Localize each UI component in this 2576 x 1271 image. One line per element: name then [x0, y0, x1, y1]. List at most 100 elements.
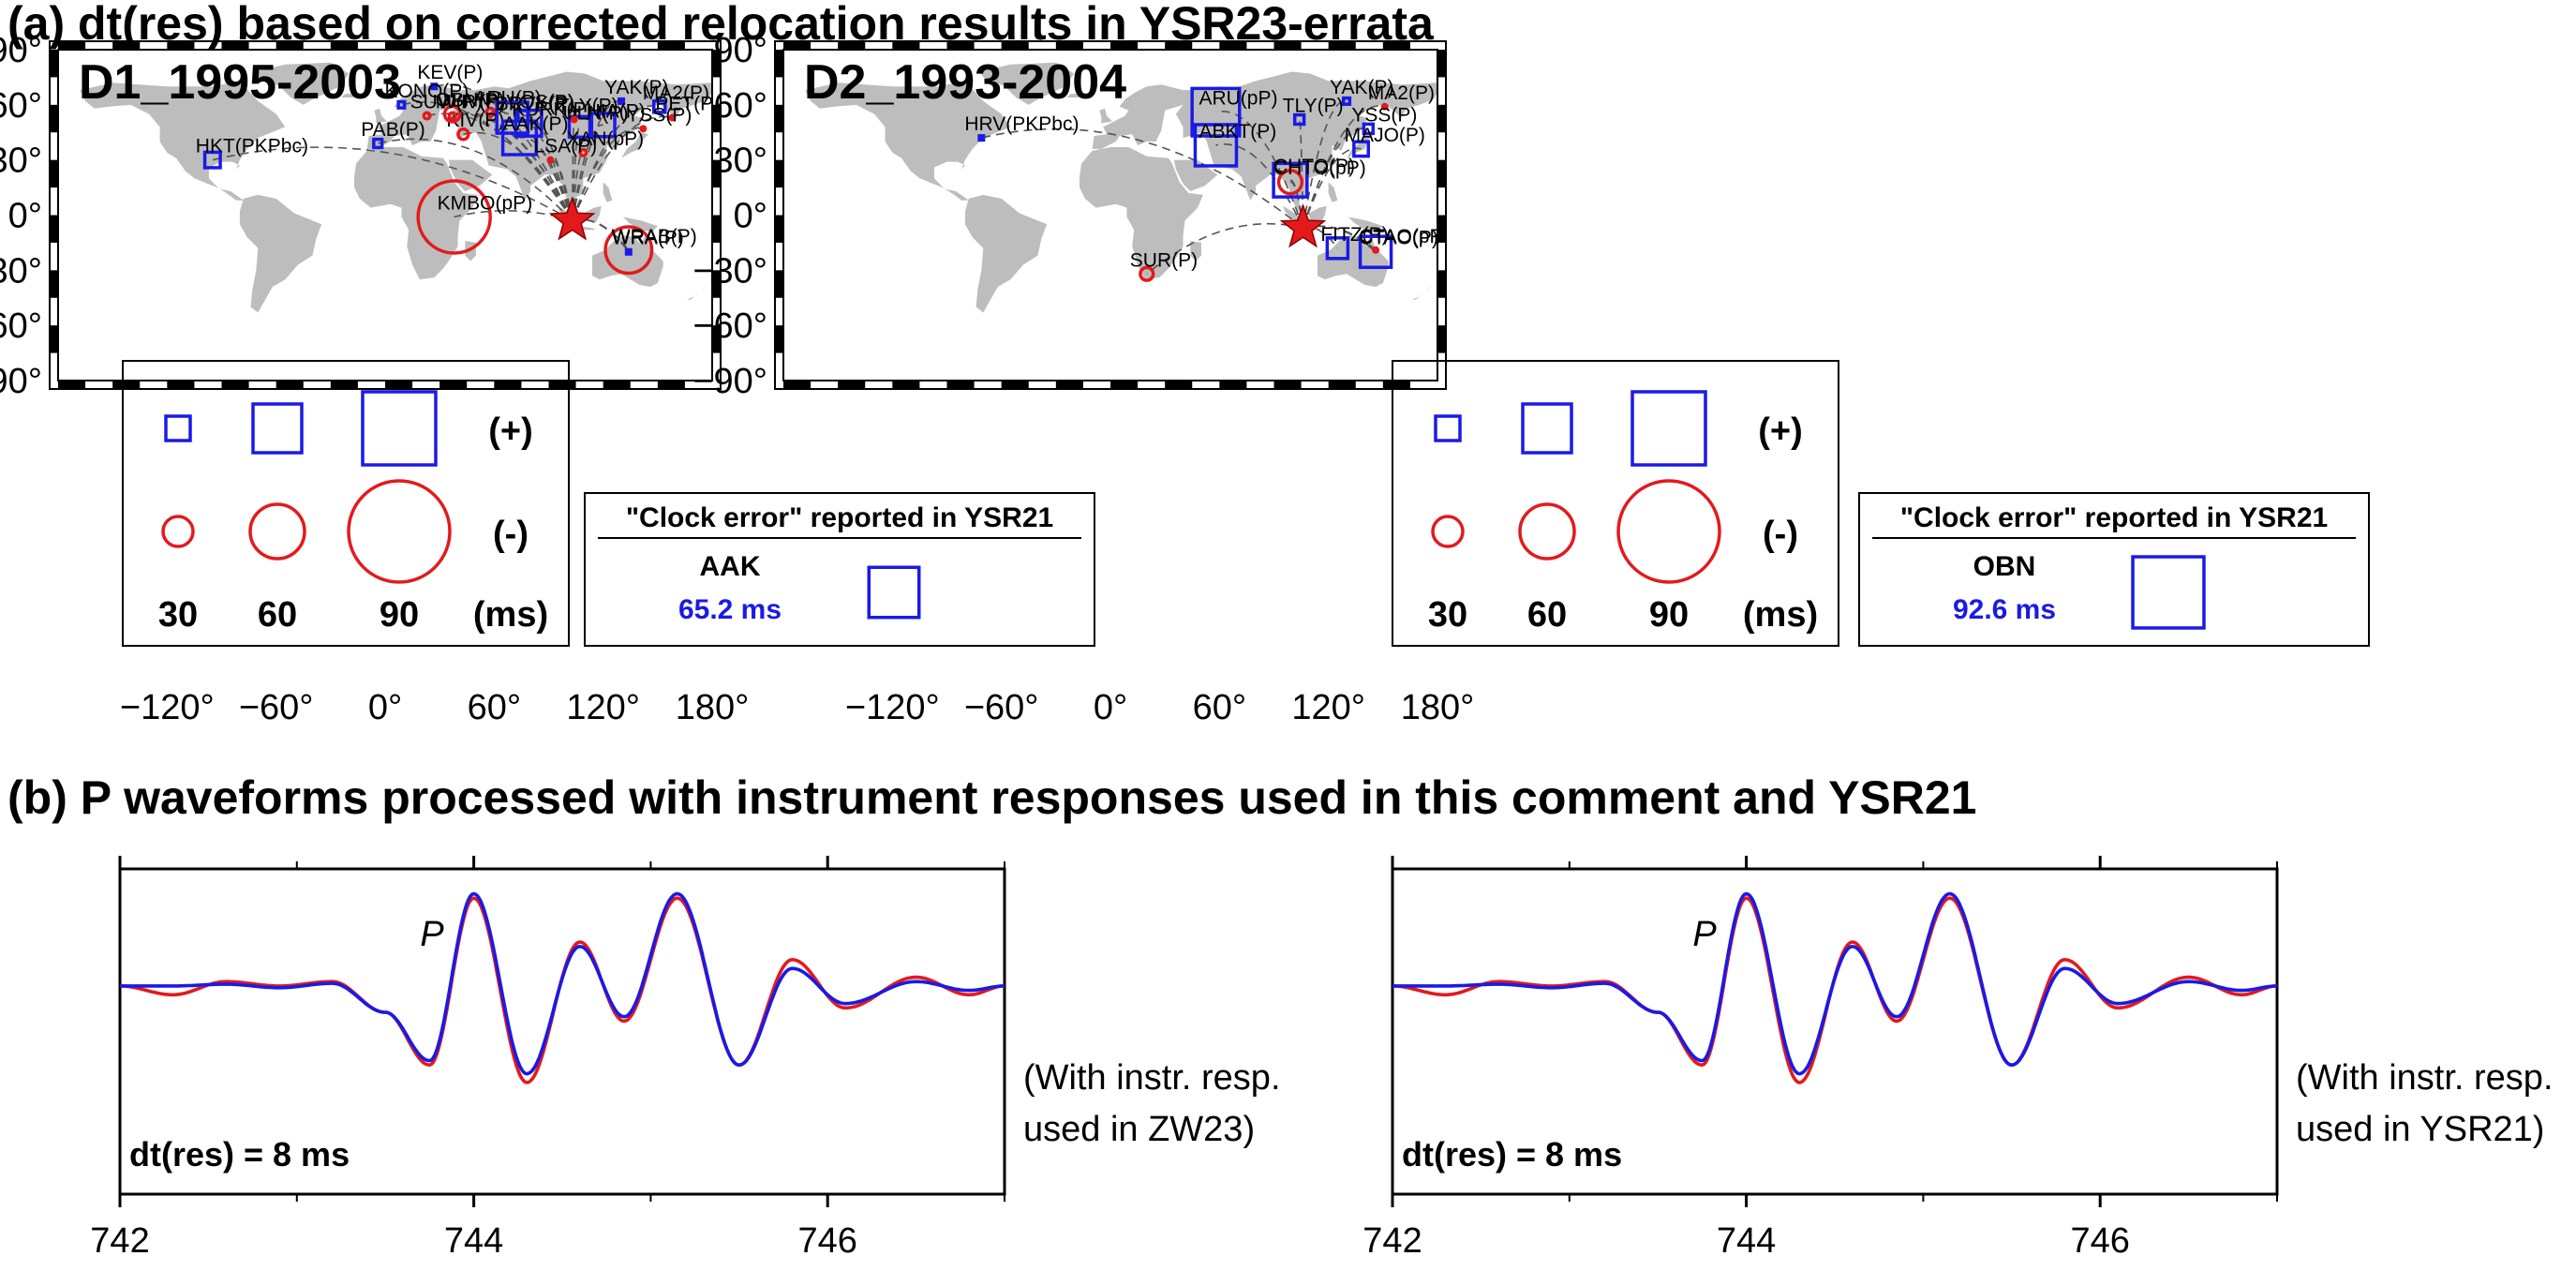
station-label: BRVK(P) — [496, 94, 575, 115]
station-label: YSS(P) — [626, 104, 692, 126]
legend-blue-square — [1521, 402, 1573, 455]
frame-stripe-left — [775, 215, 783, 243]
station-square — [396, 99, 407, 110]
lon-tick-label: 60° — [1193, 688, 1246, 727]
frame-stripe-bottom — [548, 381, 576, 389]
ray-path — [212, 146, 573, 222]
station-label: XAN(pP) — [566, 128, 644, 150]
frame-stripe-right — [712, 159, 721, 188]
ray-path — [571, 127, 644, 221]
ray-path — [1215, 143, 1304, 229]
map-label: D1_1995-2003 — [79, 55, 401, 110]
station-label: FITZ(P) — [1320, 224, 1388, 246]
station-dot-small — [570, 115, 578, 124]
station-label: AAK(P) — [502, 113, 568, 135]
lat-tick-label: 30° — [714, 142, 767, 181]
legend-plus-label: (+) — [1758, 411, 1803, 451]
frame-stripe-top — [58, 41, 86, 50]
lat-tick-label: 60° — [0, 86, 42, 126]
frame-stripe-top — [1382, 41, 1410, 50]
station-square — [1193, 123, 1239, 168]
ray-path — [1302, 127, 1369, 229]
frame-stripe-left — [50, 215, 58, 243]
size-legend-box — [1392, 360, 1839, 647]
frame-stripe-bottom — [167, 381, 195, 389]
frame-stripe-top — [1273, 41, 1302, 50]
frame-stripe-bottom — [1110, 381, 1139, 389]
lat-tick-label: 30° — [0, 142, 42, 181]
legend-red-circle — [347, 479, 452, 584]
station-square — [589, 112, 617, 139]
station-square — [1342, 96, 1352, 106]
frame-stripe-left — [775, 270, 783, 298]
frame-stripe-right — [712, 270, 721, 298]
station-square-small — [624, 247, 633, 256]
lon-tick-label: −120° — [120, 688, 215, 727]
frame-stripe-bottom — [783, 381, 812, 389]
lon-tick-label: −60° — [964, 688, 1039, 727]
legend-blue-square — [164, 414, 192, 442]
frame-stripe-top — [1110, 41, 1139, 50]
clock-error-station: OBN — [1973, 551, 2036, 582]
ray-path — [571, 115, 673, 221]
frame-stripe-bottom — [1055, 381, 1083, 389]
legend-size-label: 90 — [380, 595, 419, 635]
ray-path — [378, 138, 573, 221]
station-label: ABKT(P) — [1199, 121, 1276, 142]
frame-stripe-bottom — [1328, 381, 1356, 389]
dt-res-label: dt(res) = 8 ms — [1402, 1135, 1622, 1174]
station-square — [1325, 236, 1350, 261]
frame-stripe-left — [50, 270, 58, 298]
station-square — [1352, 140, 1371, 158]
size-legend-box — [122, 360, 570, 647]
station-label: KURK(P) — [512, 98, 592, 120]
x-tick-label: 744 — [444, 1221, 503, 1261]
station-label: YAK(P) — [1330, 77, 1393, 98]
station-label: WRA(P) — [612, 228, 684, 249]
legend-blue-square — [251, 402, 304, 455]
ray-path — [401, 101, 573, 221]
frame-stripe-top — [494, 41, 522, 50]
station-label: KONO(P) — [384, 81, 469, 102]
lon-tick-label: −60° — [239, 688, 314, 727]
map-panel-d1: KEV(P) HKT(PKPbc) KMBO(pP) YAK(P)MA2(P)PET(… — [0, 31, 1095, 727]
legend-size-label: 30 — [1428, 595, 1467, 635]
station-dot-small — [546, 156, 555, 164]
station-square — [1358, 234, 1393, 269]
legend-minus-label: (-) — [493, 515, 529, 554]
waveform-frame — [118, 867, 1006, 1196]
station-label: ARU(P) — [473, 88, 541, 110]
lat-tick-label: −60° — [0, 307, 42, 346]
frame-stripe-top — [603, 41, 631, 50]
frame-stripe-bottom — [657, 381, 685, 389]
clock-error-box — [584, 492, 1095, 647]
station-label: MA2(P) — [1368, 82, 1435, 104]
station-circle — [447, 111, 457, 121]
station-square-small — [430, 82, 439, 91]
frame-stripe-right — [1437, 159, 1446, 188]
station-label: TLY(P) — [1283, 96, 1344, 117]
dt-res-label: dt(res) = 8 ms — [129, 1135, 350, 1174]
station-label: SUW(P) — [410, 92, 483, 113]
station-circle — [442, 104, 462, 124]
frame-stripe-top — [548, 41, 576, 50]
station-label: MAJO(P) — [1345, 125, 1425, 146]
station-label: YSS(P) — [1351, 104, 1417, 126]
station-square — [202, 150, 222, 170]
frame-stripe-left — [50, 50, 58, 78]
frame-stripe-bottom — [112, 381, 141, 389]
waveform-note-2: used in ZW23) — [1023, 1110, 1255, 1149]
ray-path — [519, 136, 573, 221]
clock-error-box — [1858, 492, 2370, 647]
map-label: D2_1993-2004 — [804, 55, 1126, 110]
legend-unit-label: (ms) — [1743, 595, 1818, 635]
frame-stripe-right — [712, 325, 721, 353]
clock-error-title: "Clock error" reported in YSR21 — [1900, 502, 2328, 533]
station-label: HIA(P) — [587, 100, 646, 122]
frame-stripe-bottom — [1001, 381, 1029, 389]
station-square — [500, 119, 539, 157]
frame-stripe-left — [775, 50, 783, 78]
frame-stripe-bottom — [1219, 381, 1247, 389]
legend-size-label: 90 — [1649, 595, 1689, 635]
waveform-note-1: (With instr. resp. — [1023, 1058, 1281, 1098]
